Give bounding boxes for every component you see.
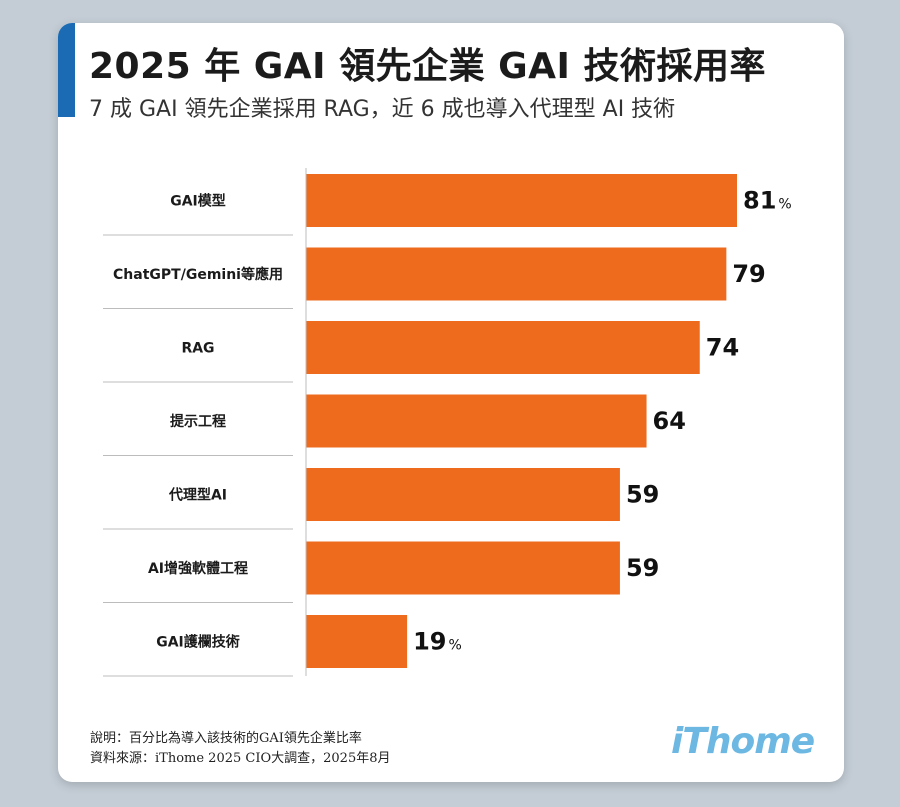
footnote-explanation: 說明：百分比為導入該技術的GAI領先企業比率 (90, 731, 362, 746)
category-label: GAI護欄技術 (156, 634, 240, 651)
data-label: 74 (706, 334, 739, 362)
footnote-source: 資料來源：iThome 2025 CIO大調查，2025年8月 (90, 751, 391, 766)
unit-suffix: % (778, 197, 791, 213)
category-label: GAI模型 (170, 193, 226, 210)
category-label: ChatGPT/Gemini等應用 (113, 266, 283, 283)
bar (306, 321, 700, 374)
chart-subtitle: 7 成 GAI 領先企業採用 RAG，近 6 成也導入代理型 AI 技術 (89, 97, 676, 122)
bar (306, 468, 620, 521)
bar (306, 247, 727, 301)
footnotes: 說明：百分比為導入該技術的GAI領先企業比率 資料來源：iThome 2025 … (90, 729, 391, 769)
chart-card: 2025 年 GAI 領先企業 GAI 技術採用率 7 成 GAI 領先企業採用… (58, 23, 844, 782)
data-label: 81% (743, 187, 792, 215)
ithome-logo: iThome (671, 721, 815, 762)
bar (306, 394, 647, 448)
bar (306, 541, 620, 595)
category-label: 代理型AI (168, 487, 227, 504)
bar-chart: GAI模型 81 % ChatGPT/Gemini等應用 79 RAG 74 提示工程 64 代理… (103, 168, 792, 677)
unit-suffix: % (449, 638, 462, 654)
data-label: 59 (626, 554, 659, 582)
data-label: 59 (626, 481, 659, 509)
title-accent-bar (58, 23, 75, 117)
data-label: 64 (653, 407, 686, 435)
bar (306, 615, 408, 668)
category-label: AI增強軟體工程 (148, 560, 248, 577)
category-label: RAG (181, 341, 214, 357)
chart-title: 2025 年 GAI 領先企業 GAI 技術採用率 (89, 46, 766, 87)
bar (306, 174, 737, 227)
data-label: 19% (413, 628, 462, 656)
category-label: 提示工程 (170, 414, 226, 430)
data-label: 79 (732, 260, 765, 288)
